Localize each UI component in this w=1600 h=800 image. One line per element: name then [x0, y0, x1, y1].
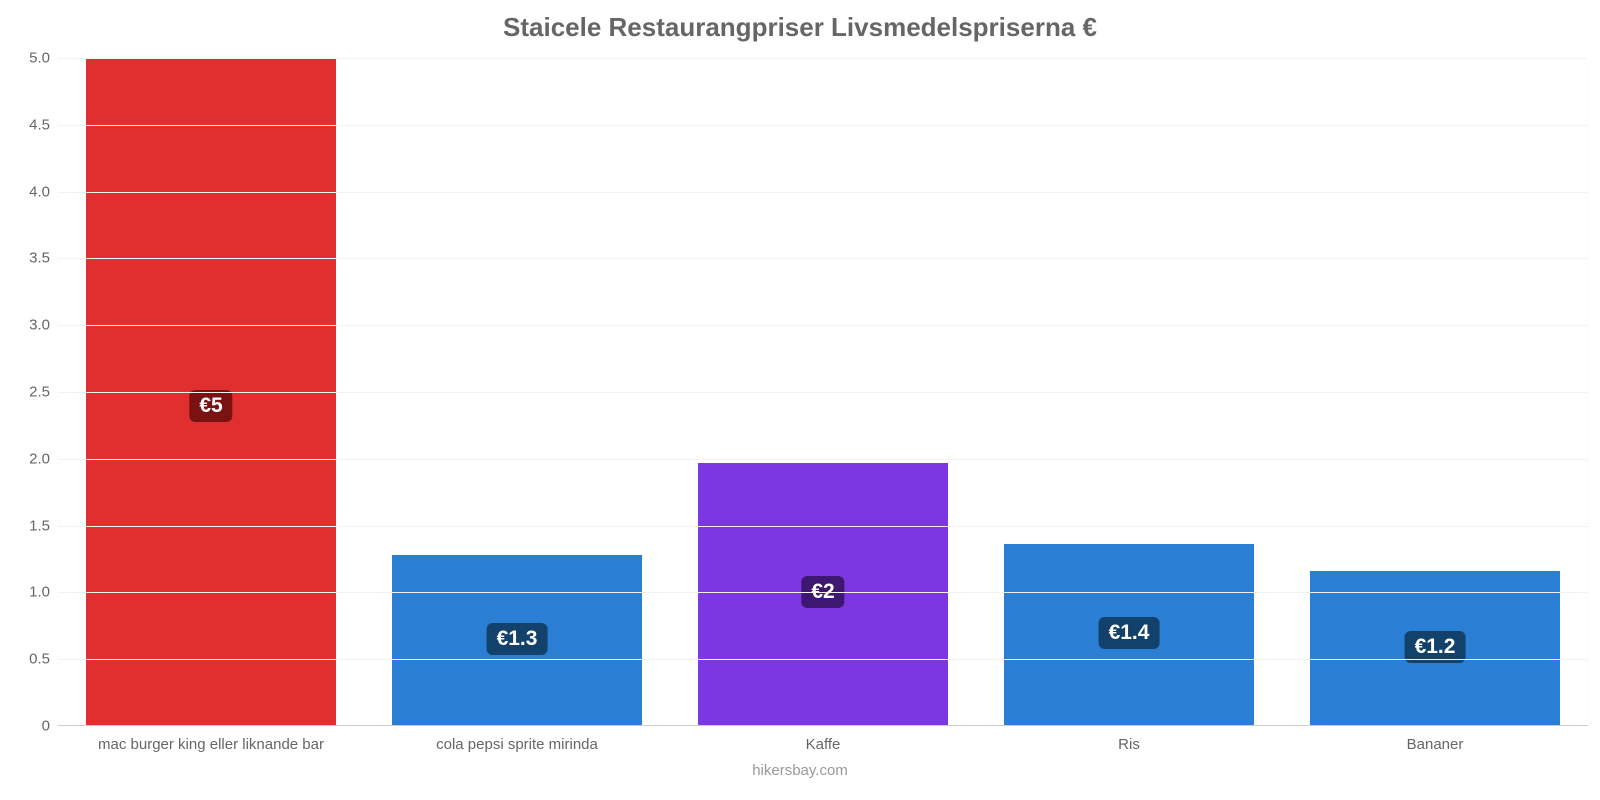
gridline — [58, 192, 1588, 193]
ytick-label: 2.0 — [29, 450, 58, 467]
ytick-label: 4.0 — [29, 183, 58, 200]
ytick-label: 1.0 — [29, 584, 58, 601]
bar-value-label: €1.4 — [1099, 617, 1160, 649]
ytick-label: 5.0 — [29, 50, 58, 67]
bar-value-label: €1.2 — [1405, 631, 1466, 663]
chart-title: Staicele Restaurangpriser Livsmedelspris… — [0, 0, 1600, 43]
gridline — [58, 659, 1588, 660]
price-chart: Staicele Restaurangpriser Livsmedelspris… — [0, 0, 1600, 800]
gridline — [58, 258, 1588, 259]
xtick-label: mac burger king eller liknande bar — [98, 726, 324, 753]
gridline — [58, 526, 1588, 527]
gridline — [58, 392, 1588, 393]
gridline — [58, 459, 1588, 460]
plot-area: €5€1.3€2€1.4€1.2 00.51.01.52.02.53.03.54… — [58, 58, 1588, 726]
ytick-label: 2.5 — [29, 384, 58, 401]
gridline — [58, 125, 1588, 126]
ytick-label: 3.5 — [29, 250, 58, 267]
ytick-label: 1.5 — [29, 517, 58, 534]
gridline — [58, 58, 1588, 59]
xtick-label: cola pepsi sprite mirinda — [436, 726, 598, 753]
attribution: hikersbay.com — [752, 762, 848, 779]
ytick-label: 0 — [42, 718, 58, 735]
xtick-label: Kaffe — [806, 726, 841, 753]
xtick-label: Bananer — [1407, 726, 1464, 753]
ytick-label: 4.5 — [29, 116, 58, 133]
bar-value-label: €1.3 — [487, 623, 548, 655]
xtick-label: Ris — [1118, 726, 1140, 753]
ytick-label: 0.5 — [29, 651, 58, 668]
bar-value-label: €5 — [189, 390, 232, 422]
ytick-label: 3.0 — [29, 317, 58, 334]
gridline — [58, 325, 1588, 326]
gridline — [58, 592, 1588, 593]
